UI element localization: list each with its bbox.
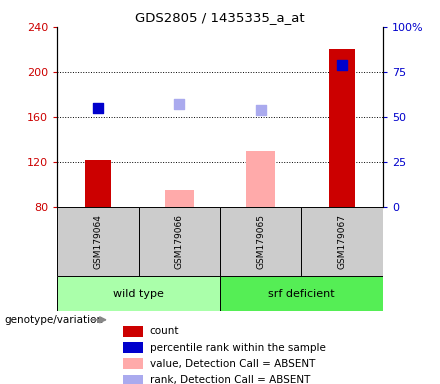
Point [339, 62, 346, 68]
Bar [329, 50, 355, 207]
Text: GSM179065: GSM179065 [256, 214, 265, 270]
Bar [246, 151, 275, 207]
Point [257, 107, 264, 113]
Text: count: count [150, 326, 179, 336]
Text: value, Detection Call = ABSENT: value, Detection Call = ABSENT [150, 359, 315, 369]
Text: rank, Detection Call = ABSENT: rank, Detection Call = ABSENT [150, 375, 310, 384]
Bar [123, 359, 143, 369]
Bar [165, 190, 194, 207]
Point [176, 101, 183, 107]
Point [95, 105, 102, 111]
Bar [57, 207, 139, 276]
Bar [85, 160, 111, 207]
Text: GSM179067: GSM179067 [337, 214, 347, 270]
Text: genotype/variation: genotype/variation [4, 315, 103, 325]
Bar [220, 276, 383, 311]
Title: GDS2805 / 1435335_a_at: GDS2805 / 1435335_a_at [135, 11, 305, 24]
Bar [139, 207, 220, 276]
Text: wild type: wild type [113, 289, 164, 299]
Bar [220, 207, 301, 276]
Text: GSM179064: GSM179064 [93, 215, 103, 269]
Bar [57, 276, 220, 311]
Text: percentile rank within the sample: percentile rank within the sample [150, 343, 326, 353]
Bar [301, 207, 383, 276]
Text: GSM179066: GSM179066 [175, 214, 184, 270]
Bar [123, 326, 143, 336]
Bar [123, 343, 143, 353]
Bar [123, 374, 143, 384]
Text: srf deficient: srf deficient [268, 289, 335, 299]
